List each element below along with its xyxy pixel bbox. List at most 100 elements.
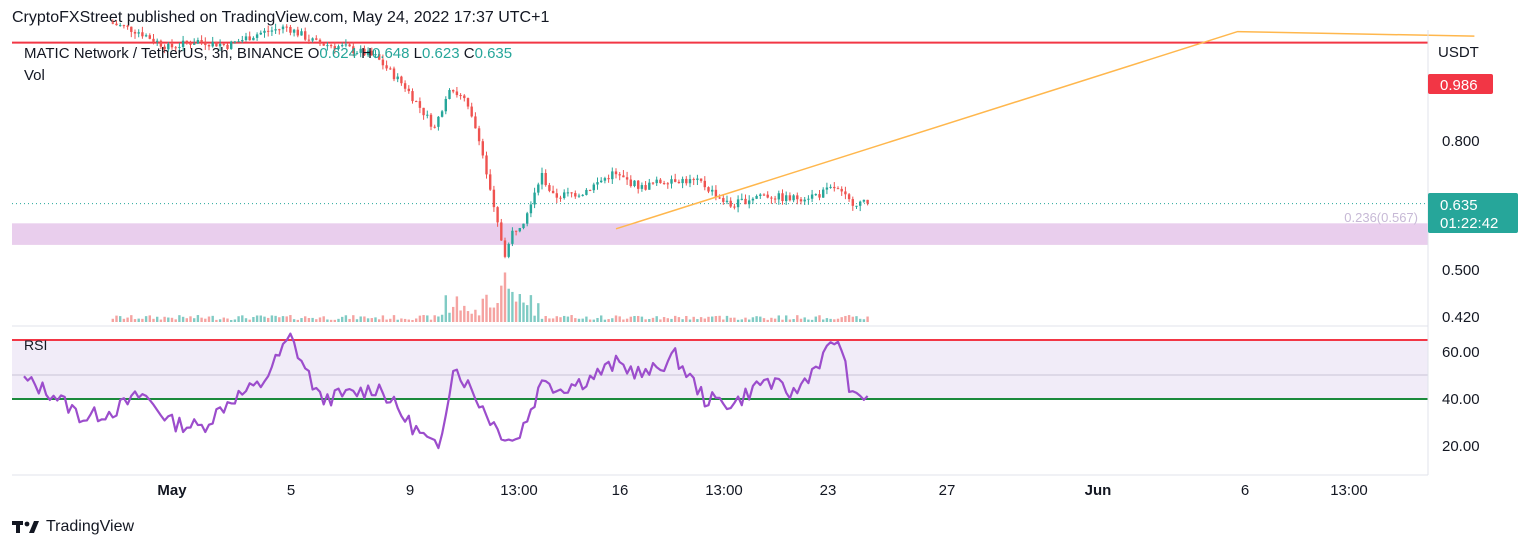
candle-body (722, 197, 725, 202)
candle-body (751, 198, 755, 201)
volume-bar (847, 315, 851, 322)
candle-body (711, 189, 714, 192)
candle-body (855, 205, 858, 207)
tradingview-logo[interactable]: TradingView (12, 518, 134, 536)
volume-bar (555, 316, 558, 322)
candle-body (156, 40, 159, 42)
candle-body (474, 116, 477, 129)
volume-bar (311, 317, 314, 322)
volume-bar (211, 315, 214, 322)
open-label: O (307, 45, 320, 62)
candle-body (533, 192, 536, 205)
volume-bar (237, 316, 240, 322)
candle-body (688, 179, 692, 184)
volume-bar (485, 294, 488, 322)
candle-body (370, 50, 373, 56)
candle-body (526, 213, 529, 224)
volume-bar (748, 319, 751, 322)
candle-body (341, 45, 344, 47)
volume-bar (281, 316, 285, 322)
volume-bar (718, 315, 721, 322)
candle-body (440, 111, 444, 117)
rsi-band (12, 340, 1428, 400)
candle-body (770, 197, 773, 199)
time-tick: 23 (820, 482, 837, 499)
volume-bar (407, 319, 410, 322)
volume-bar (374, 317, 377, 322)
candle-body (566, 192, 570, 194)
candle-body (163, 46, 166, 50)
candle-body (563, 192, 566, 198)
ohlc-legend: MATIC Network / TetherUS, 3h, BINANCE O0… (24, 45, 512, 62)
candle-body (407, 88, 410, 92)
volume-bar (733, 317, 736, 322)
candle-body (677, 181, 681, 184)
volume-bar (144, 316, 148, 322)
candle-body (847, 194, 851, 200)
volume-bar (448, 312, 451, 322)
volume-bar (825, 318, 829, 322)
chart-header: CryptoFXStreet published on TradingView.… (12, 9, 550, 26)
candle-body (570, 192, 573, 194)
candle-body (740, 198, 743, 200)
volume-bar (744, 317, 747, 322)
candle-body (792, 195, 795, 201)
candle-body (159, 40, 163, 47)
candle-body (204, 41, 207, 46)
candle-body (429, 114, 433, 127)
candle-body (366, 50, 370, 56)
candle-body (588, 189, 592, 191)
candle-body (178, 46, 181, 48)
volume-bar (655, 316, 658, 322)
volume-bar (759, 316, 762, 322)
volume-label: Vol (24, 67, 45, 84)
candle-body (437, 116, 440, 127)
candle-body (422, 107, 425, 116)
candle-body (230, 41, 233, 49)
candle-body (444, 98, 447, 112)
volume-bar (585, 316, 588, 322)
volume-bar (315, 319, 318, 322)
volume-bar (296, 319, 299, 322)
candle-body (344, 44, 348, 46)
rsi-line (23, 332, 869, 450)
candle-body (818, 194, 821, 198)
volume-bar (633, 316, 636, 322)
volume-bar (807, 319, 810, 322)
time-tick: 27 (939, 482, 956, 499)
candle-body (755, 195, 758, 199)
volume-bar (840, 317, 843, 322)
candle-body (403, 83, 407, 89)
candle-body (218, 43, 222, 47)
volume-bar (681, 319, 684, 322)
time-tick: May (157, 482, 187, 499)
volume-bar (740, 319, 743, 322)
volume-bar (511, 291, 514, 322)
candle-body (215, 41, 218, 47)
price-unit-label: USDT (1438, 44, 1479, 61)
volume-bar (267, 317, 270, 322)
candle-body (252, 37, 255, 41)
volume-bar (437, 316, 440, 322)
candle-body (455, 91, 459, 96)
tradingview-logo-text: TradingView (46, 518, 135, 535)
candle-body (696, 178, 699, 180)
candle-body (540, 172, 544, 185)
candle-body (448, 90, 451, 99)
candle-body (766, 194, 769, 198)
volume-bar (348, 318, 351, 322)
volume-bar (385, 319, 388, 322)
candle-body (152, 38, 155, 42)
volume-bar (577, 318, 581, 322)
volume-bar (363, 316, 366, 322)
candle-body (496, 207, 499, 223)
volume-bar (230, 319, 233, 322)
volume-bar (337, 318, 340, 322)
volume-bar (844, 315, 847, 322)
candle-body (226, 44, 229, 49)
candle-body (248, 36, 251, 41)
candle-body (133, 31, 137, 34)
volume-bar (292, 319, 296, 322)
volume-bar (141, 318, 144, 322)
